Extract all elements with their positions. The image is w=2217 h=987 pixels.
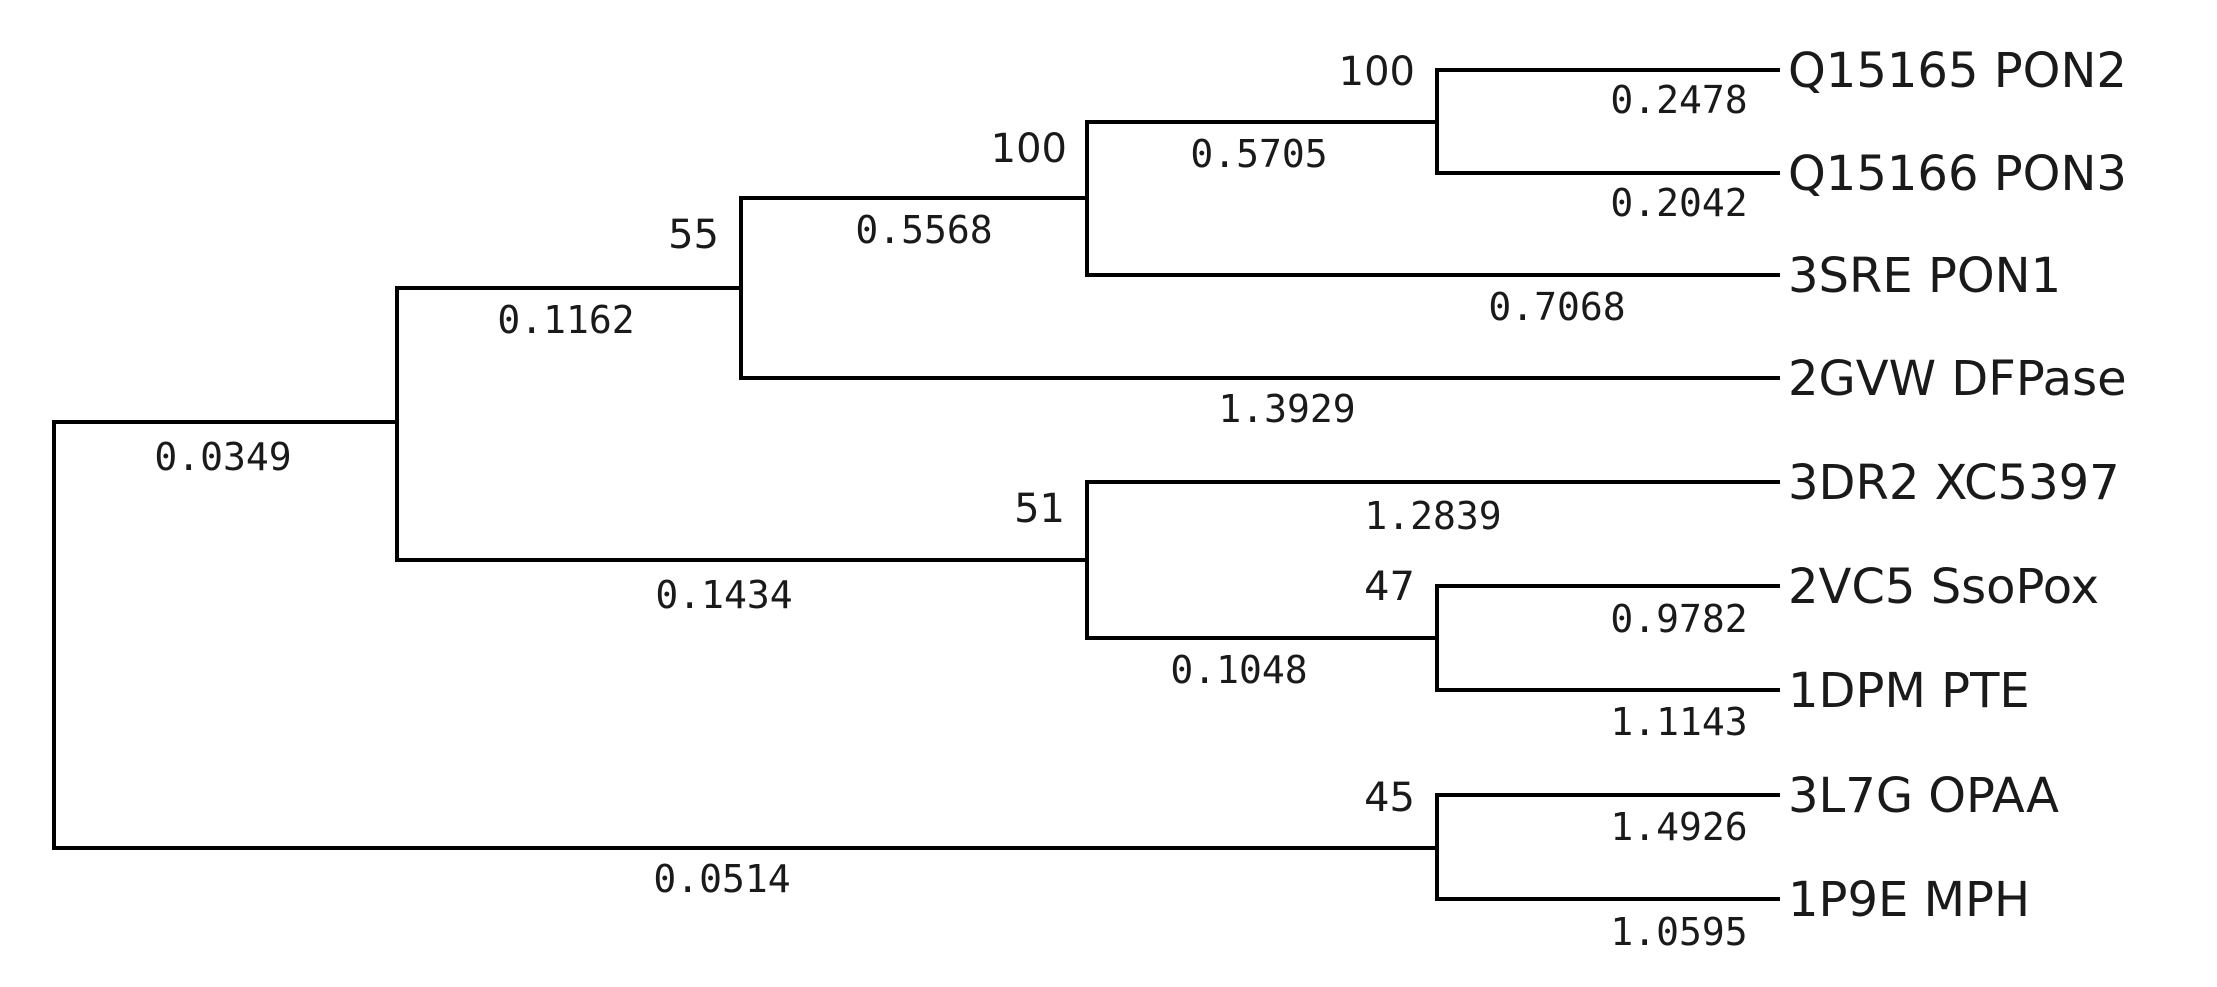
branch-length-xc5397: 1.2839 [1364, 494, 1501, 538]
leaf-label-pon2: Q15165 PON2 [1788, 43, 2127, 99]
branch-length-n_upper: 0.0349 [154, 435, 291, 479]
leaf-label-ssopox: 2VC5 SsoPox [1788, 559, 2099, 615]
branch-length-n_opaa_mph: 0.0514 [653, 857, 790, 901]
leaf-label-pte: 1DPM PTE [1788, 663, 2030, 719]
leaf-label-xc5397: 3DR2 XC5397 [1788, 455, 2120, 511]
bootstrap-n_pon_dfp: 55 [668, 212, 719, 258]
branch-length-ssopox: 0.9782 [1610, 597, 1747, 641]
leaf-label-dfpase: 2GVW DFPase [1788, 351, 2127, 407]
branch-length-pon2: 0.2478 [1610, 78, 1747, 122]
leaf-label-pon1: 3SRE PON1 [1788, 248, 2061, 304]
bootstrap-n_xc_sso_pte: 51 [1014, 486, 1065, 532]
branch-length-pon1: 0.7068 [1488, 285, 1625, 329]
branch-length-n_pon123: 0.5568 [855, 208, 992, 252]
branch-length-pte: 1.1143 [1610, 700, 1747, 744]
leaf-label-mph: 1P9E MPH [1788, 872, 2030, 928]
branch-length-mph: 1.0595 [1610, 910, 1747, 954]
leaf-label-pon3: Q15166 PON3 [1788, 146, 2127, 202]
tree-labels: Q15165 PON2 0.2478 Q15166 PON3 0.2042 3SRE P… [154, 43, 2127, 954]
branch-length-dfpase: 1.3929 [1218, 387, 1355, 431]
leaf-label-opaa: 3L7G OPAA [1788, 768, 2059, 824]
bootstrap-n_sso_pte: 47 [1364, 564, 1415, 610]
branch-length-pon3: 0.2042 [1610, 181, 1747, 225]
branch-length-n_pon23: 0.5705 [1190, 132, 1327, 176]
branch-length-n_xc_sso_pte: 0.1434 [655, 573, 792, 617]
bootstrap-n_pon23: 100 [1339, 49, 1415, 95]
bootstrap-n_opaa_mph: 45 [1364, 775, 1415, 821]
branch-length-opaa: 1.4926 [1610, 805, 1747, 849]
branch-length-n_pon_dfp: 0.1162 [497, 298, 634, 342]
bootstrap-n_pon123: 100 [991, 126, 1067, 172]
branch-length-n_sso_pte: 0.1048 [1170, 648, 1307, 692]
tree-branches [52, 68, 1780, 901]
